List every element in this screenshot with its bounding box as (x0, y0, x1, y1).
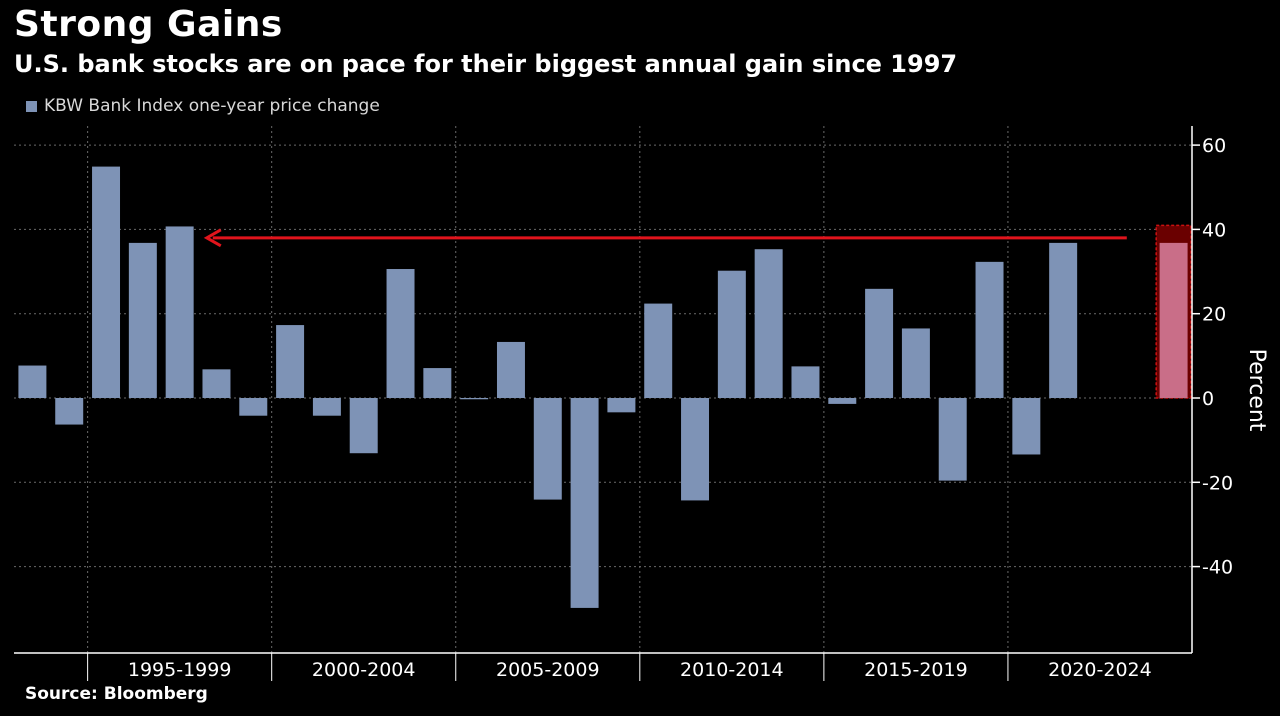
bar (975, 261, 1004, 398)
y-tick-label: 20 (1202, 304, 1226, 326)
bar (791, 366, 820, 398)
bar (938, 398, 967, 481)
bar (717, 270, 746, 398)
chart-title: Strong Gains (14, 4, 283, 45)
bar (681, 398, 710, 501)
bar (202, 369, 231, 398)
x-group-label: 2010-2014 (680, 659, 784, 681)
bar (423, 368, 452, 398)
y-tick-label: 40 (1202, 219, 1226, 241)
y-tick-label: 60 (1202, 135, 1226, 157)
bar (312, 398, 341, 416)
bar (901, 328, 930, 398)
legend-swatch (26, 100, 37, 112)
bar (349, 398, 378, 454)
x-group-label: 1995-1999 (128, 659, 232, 681)
bar (239, 398, 268, 416)
bar-highlighted (1159, 242, 1188, 398)
y-axis-title: Percent (1244, 349, 1269, 432)
arrow-head (203, 228, 222, 248)
bar (496, 341, 525, 398)
bar (165, 226, 194, 398)
bar (128, 242, 157, 398)
x-group-label: 2020-2024 (1048, 659, 1152, 681)
chart-subtitle: U.S. bank stocks are on pace for their b… (14, 50, 958, 78)
x-group-label: 2005-2009 (496, 659, 600, 681)
bar (865, 288, 894, 398)
x-group-label: 2015-2019 (864, 659, 968, 681)
bar (828, 398, 857, 404)
bar (460, 398, 489, 400)
legend: KBW Bank Index one-year price change (26, 96, 380, 116)
bar (386, 269, 415, 398)
bar (92, 166, 121, 398)
legend-label: KBW Bank Index one-year price change (44, 96, 380, 116)
bar (1049, 242, 1078, 398)
bar (607, 398, 636, 413)
y-tick-label: 0 (1202, 388, 1214, 410)
bar (754, 249, 783, 398)
bar (644, 303, 673, 398)
bar (570, 398, 599, 608)
bar (533, 398, 562, 500)
bar (55, 398, 84, 425)
bar (276, 325, 305, 398)
y-tick-label: -20 (1202, 472, 1233, 494)
y-tick-label: -40 (1202, 557, 1233, 579)
source-note: Source: Bloomberg (25, 684, 208, 704)
bar (1012, 398, 1041, 455)
x-group-label: 2000-2004 (312, 659, 416, 681)
bar (18, 365, 47, 398)
